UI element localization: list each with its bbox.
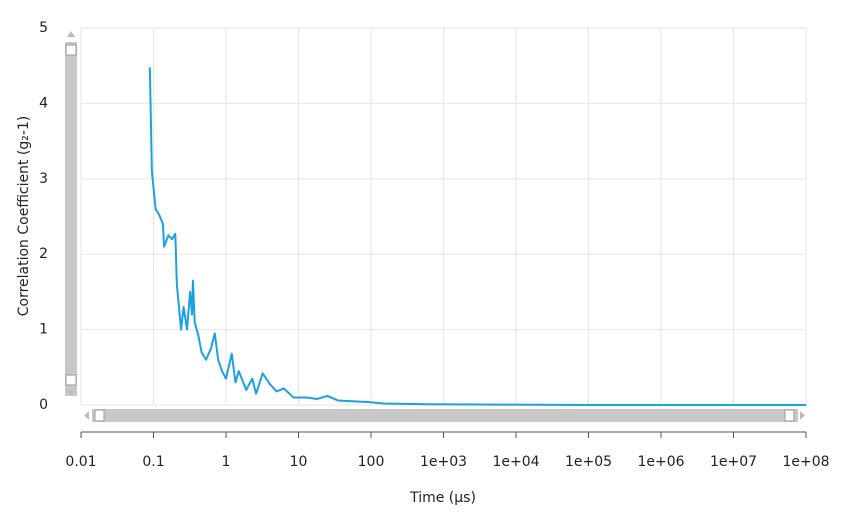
scroll-handle[interactable] (94, 409, 105, 422)
y-tick-label: 2 (39, 246, 48, 262)
scroll-track (65, 42, 77, 396)
y-tick-label: 4 (39, 95, 48, 111)
y-axis-title: Correlation Coefficient (g₂-1) (16, 116, 32, 317)
scroll-track (92, 409, 798, 422)
y-tick-label: 1 (39, 322, 48, 338)
x-axis-title: Time (μs) (409, 490, 476, 506)
x-tick-label: 1e+04 (492, 454, 539, 470)
y-tick-label: 5 (39, 20, 48, 36)
scroll-arrow[interactable] (67, 390, 75, 396)
grid (80, 27, 807, 406)
data-line (148, 67, 806, 406)
x-tick-label: 100 (358, 454, 385, 470)
x-tick-label: 10 (290, 454, 308, 470)
x-tick-label: 1e+08 (782, 454, 829, 470)
scroll-handle[interactable] (65, 44, 77, 56)
scroll-handle[interactable] (784, 409, 795, 422)
horizontal-scrollbar[interactable] (84, 409, 805, 422)
x-tick-label: 1e+07 (710, 454, 757, 470)
x-tick-label: 1e+06 (637, 454, 684, 470)
y-tick-label: 0 (39, 397, 48, 413)
x-tick-label: 0.1 (142, 454, 164, 470)
y-tick-label: 3 (39, 171, 48, 187)
scroll-arrow[interactable] (67, 31, 75, 37)
x-tick-label: 0.01 (65, 454, 96, 470)
x-tick-label: 1e+05 (565, 454, 612, 470)
x-tick-label: 1 (222, 454, 231, 470)
vertical-scrollbar[interactable] (65, 31, 77, 396)
scroll-arrow[interactable] (84, 411, 89, 420)
x-tick-label: 1e+03 (420, 454, 467, 470)
scroll-handle[interactable] (65, 374, 77, 386)
scroll-arrow[interactable] (800, 411, 805, 420)
